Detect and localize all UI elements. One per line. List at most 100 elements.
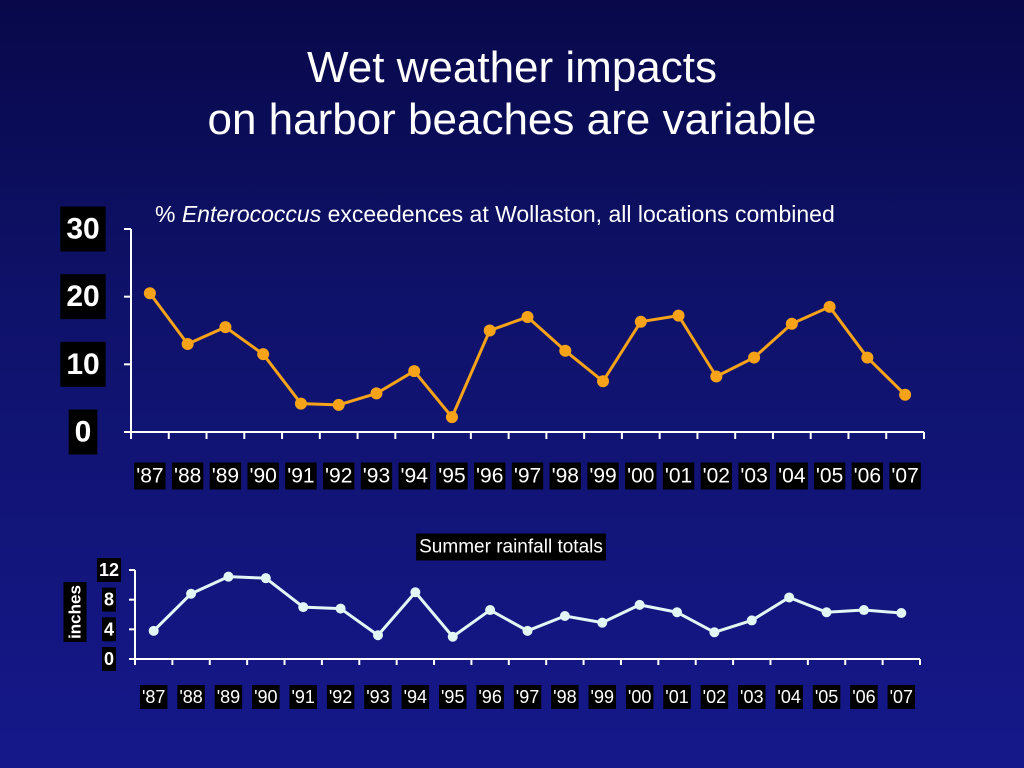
chart-1-x-tick-label: '88 xyxy=(174,465,201,488)
chart-2-x-tick-label-bg xyxy=(700,685,729,709)
chart-2-x-tick-label-bg xyxy=(326,685,355,709)
chart-1-x-tick-label-bg xyxy=(436,462,468,490)
chart-2-data-point xyxy=(335,603,346,614)
chart-1-y-tick-label: 10 xyxy=(66,348,99,381)
chart-2-x-tick-label: '88 xyxy=(179,687,202,707)
chart-2-x-tick-label: '01 xyxy=(665,687,688,707)
chart-1-x-tick-label-bg xyxy=(209,462,242,490)
slide-title: Wet weather impacts on harbor beaches ar… xyxy=(0,42,1024,146)
chart-2-x-tick-label-bg xyxy=(177,685,205,709)
chart-1-y-tick-label-bg xyxy=(60,341,106,387)
chart-1-y-tick-label: 20 xyxy=(66,280,99,313)
chart-1-data-point xyxy=(861,351,874,364)
chart-1-x-tick-label: '06 xyxy=(854,465,881,488)
chart-2-x-tick-label-bg xyxy=(214,685,243,709)
chart-1-x-tick-label-bg xyxy=(700,462,732,490)
chart-1-x-tick-label: '02 xyxy=(703,465,730,488)
chart-2-x-tick-label: '94 xyxy=(404,687,427,707)
chart-2-data-point xyxy=(858,605,869,616)
chart-2-y-axis-label: inches xyxy=(66,585,85,639)
chart-1-data-point xyxy=(748,351,761,364)
chart-2-x-tick-label-bg xyxy=(551,685,579,709)
chart-2-x-tick-label-bg xyxy=(775,685,803,709)
chart-2-x-tick-label: '90 xyxy=(254,687,277,707)
chart-1-y-tick-label-bg xyxy=(60,274,106,320)
chart-1-x-tick-label: '89 xyxy=(212,465,239,488)
chart-2-data-point xyxy=(223,571,234,582)
chart-1-x-tick-label: '04 xyxy=(778,465,806,488)
chart-2-data-point xyxy=(784,592,795,603)
chart-2-y-tick-label: 12 xyxy=(99,560,119,580)
chart-2-data-point xyxy=(821,607,832,618)
chart-2-x-tick-label-bg xyxy=(513,685,542,709)
chart-1-data-point xyxy=(219,321,232,334)
chart-1-x-tick-label-bg xyxy=(360,462,393,490)
chart-2-x-tick-label: '87 xyxy=(142,687,165,707)
chart-2-x-tick-label-bg xyxy=(289,685,317,709)
chart-2-x-tick-label: '92 xyxy=(329,687,352,707)
chart-1-x-tick-label-bg xyxy=(323,462,355,490)
chart-2-x-tick-label-bg xyxy=(625,685,654,709)
chart-1-x-tick-label-bg xyxy=(851,462,884,490)
chart-1-x-tick-label-bg xyxy=(511,462,544,490)
chart-1-x-tick-label: '01 xyxy=(665,465,692,488)
chart-2-y-tick-label: 8 xyxy=(104,590,114,610)
chart-1-x-tick-label-bg xyxy=(625,462,657,490)
chart-1-data-point xyxy=(408,365,421,378)
chart-1-x-tick-label: '94 xyxy=(401,465,429,488)
chart-2-x-tick-label: '04 xyxy=(777,687,800,707)
chart-1-x-tick-label-bg xyxy=(134,462,166,490)
chart-2-y-tick-label: 0 xyxy=(104,649,114,669)
chart-2-x-tick-label: '03 xyxy=(740,687,763,707)
chart-1-title: % Enterococcus exceedences at Wollaston,… xyxy=(155,199,875,230)
chart-2-y-tick-label-bg xyxy=(96,558,122,582)
chart-2-y-axis-label-bg xyxy=(63,582,87,642)
chart-1-x-tick-label: '05 xyxy=(816,465,843,488)
chart-1-x-tick-label-bg xyxy=(398,462,431,490)
chart-2-data-point xyxy=(634,599,645,610)
chart-2-x-tick-label: '93 xyxy=(366,687,389,707)
chart-1-x-tick-label: '99 xyxy=(589,465,616,488)
chart-1-data-point xyxy=(181,338,194,351)
chart-1-x-tick-label: '87 xyxy=(136,465,163,488)
chart-2-x-tick-label: '02 xyxy=(703,687,726,707)
chart-1-data-point xyxy=(332,398,345,411)
chart-1-x-tick-label: '00 xyxy=(627,465,654,488)
chart-2-x-tick-label: '06 xyxy=(852,687,875,707)
chart-2-x-tick-label-bg xyxy=(401,685,430,709)
chart-1-x-tick-label-bg xyxy=(813,462,846,490)
chart-2-title-bg xyxy=(416,533,606,561)
chart-2-x-tick-label-bg xyxy=(588,685,616,709)
chart-1-data-point xyxy=(559,344,572,357)
chart-1-x-tick-label: '96 xyxy=(476,465,503,488)
chart-1-data-point xyxy=(370,387,383,400)
chart-1-x-tick-label-bg xyxy=(889,462,921,490)
chart-1-data-point xyxy=(294,397,307,410)
chart-2-x-tick-label: '89 xyxy=(217,687,240,707)
chart-1-x-tick-label-bg xyxy=(247,462,279,490)
chart-1-data-point xyxy=(785,317,798,330)
chart-2-x-tick-label: '97 xyxy=(516,687,539,707)
chart-2-data-point xyxy=(709,627,720,638)
chart-1-x-tick-label: '98 xyxy=(552,465,579,488)
chart-1-y-tick-label: 0 xyxy=(75,416,92,449)
chart-1-data-point xyxy=(597,375,610,388)
chart-2-x-tick-label-bg xyxy=(812,685,841,709)
chart-2-x-tick-label-bg xyxy=(252,685,280,709)
chart-1-y-tick-label-bg xyxy=(68,409,98,455)
chart-2-x-tick-label: '00 xyxy=(628,687,651,707)
chart-2-x-tick-label: '95 xyxy=(441,687,464,707)
chart-1-x-tick-label-bg xyxy=(474,462,506,490)
chart-2-x-tick-label: '07 xyxy=(890,687,913,707)
chart-2-x-tick-label-bg xyxy=(887,685,916,709)
chart-2-data-point xyxy=(896,608,907,619)
chart-2-data-point xyxy=(298,602,309,613)
chart-2-x-tick-label: '91 xyxy=(291,687,314,707)
chart-1-y-tick-label-bg xyxy=(60,206,106,252)
chart-2-x-tick-label-bg xyxy=(439,685,467,709)
chart-1-data-point xyxy=(672,309,685,322)
chart-2-data-point xyxy=(148,625,159,636)
chart-2-data-point xyxy=(447,631,458,642)
chart-2-x-tick-label-bg xyxy=(139,685,168,709)
